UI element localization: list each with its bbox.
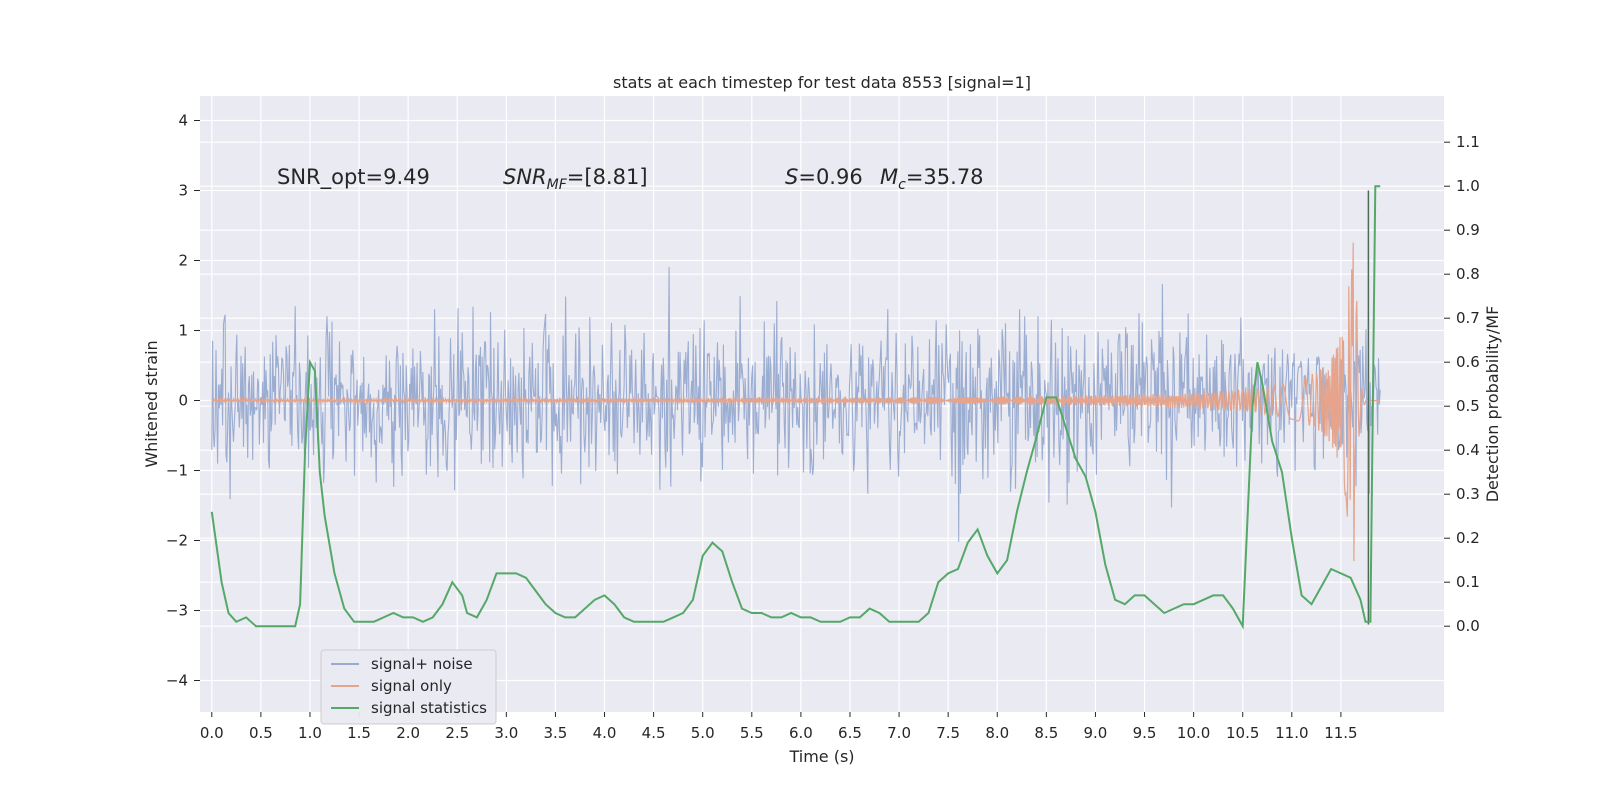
x-tick-label: 5.5: [740, 724, 764, 742]
y2-tick-label: 0.4: [1456, 441, 1480, 459]
y-tick-label: −4: [166, 672, 188, 690]
annotations: SNR_opt=9.49 SNRMF=[8.81] S=0.96 Mc=35.7…: [277, 165, 984, 193]
series-signal-statistics: [210, 185, 1381, 630]
legend-box: [320, 649, 497, 725]
x-tick-label: 10.0: [1177, 724, 1210, 742]
annotation-mc-value: =35.78: [906, 165, 984, 189]
x-tick-label: 1.0: [298, 724, 322, 742]
annotation-s-value: =0.96: [798, 165, 862, 189]
x-tick-label: 4.5: [642, 724, 666, 742]
x-tick-label: 6.0: [789, 724, 813, 742]
x-tick-label: 11.0: [1275, 724, 1308, 742]
y-tick-label: 4: [178, 112, 188, 130]
x-tick-label: 7.0: [887, 724, 911, 742]
y2-tick-label: 0.5: [1456, 397, 1480, 415]
annotation-snr-opt: SNR_opt=9.49: [277, 165, 430, 190]
series-layer: [210, 185, 1381, 630]
y-tick-label: −3: [166, 602, 188, 620]
x-tick-label: 11.5: [1324, 724, 1357, 742]
chart-title: stats at each timestep for test data 855…: [613, 73, 1031, 92]
tick-layer: 0.0 0.5 1.0 1.5 2.0 2.5 3.0 3.5 4.0 4.5 5.0 5.5 6.0 6…: [166, 112, 1480, 743]
y2-tick-label: 0.0: [1456, 617, 1480, 635]
x-tick-label: 5.0: [691, 724, 715, 742]
y2-tick-label: 1.1: [1456, 133, 1480, 151]
y-tick-label: 1: [178, 322, 188, 340]
y2-tick-label: 0.2: [1456, 529, 1480, 547]
annotation-mc-main: M: [880, 165, 898, 189]
y2-tick-label: 0.8: [1456, 265, 1480, 283]
x-tick-label: 9.0: [1084, 724, 1108, 742]
x-tick-label: 9.5: [1133, 724, 1157, 742]
x-tick-label: 1.5: [347, 724, 371, 742]
series-signal-only: [211, 242, 1381, 562]
x-tick-label: 8.5: [1034, 724, 1058, 742]
y2-tick-label: 0.1: [1456, 573, 1480, 591]
y2-tick-label: 0.9: [1456, 221, 1480, 239]
y-axis-label: Whitened strain: [142, 340, 161, 467]
x-tick-label: 7.5: [936, 724, 960, 742]
y-tick-label: −1: [166, 462, 188, 480]
annotation-mc-sub: c: [898, 177, 906, 193]
x-tick-label: 6.5: [838, 724, 862, 742]
legend-label-signal-statistics: signal statistics: [371, 699, 487, 717]
annotation-mc: Mc=35.78: [880, 165, 984, 193]
x-tick-label: 8.0: [985, 724, 1009, 742]
y-tick-label: 2: [178, 252, 188, 270]
y-tick-label: 0: [178, 392, 188, 410]
annotation-snr-mf: SNRMF=[8.81]: [503, 165, 648, 193]
legend-label-signal-noise: signal+ noise: [371, 655, 473, 673]
x-tick-label: 3.5: [543, 724, 567, 742]
y2-axis-label: Detection probability/MF: [1483, 306, 1502, 503]
x-tick-label: 2.0: [396, 724, 420, 742]
x-tick-label: 4.0: [593, 724, 617, 742]
y2-tick-label: 1.0: [1456, 177, 1480, 195]
y-tick-label: 3: [178, 182, 188, 200]
y2-tick-label: 0.6: [1456, 353, 1480, 371]
x-tick-label: 10.5: [1226, 724, 1259, 742]
x-tick-label: 2.5: [445, 724, 469, 742]
annotation-s-main: S: [785, 165, 798, 189]
y2-tick-label: 0.7: [1456, 309, 1480, 327]
legend-label-signal-only: signal only: [371, 677, 452, 695]
y-tick-label: −2: [166, 532, 188, 550]
annotation-snr-mf-main: SNR: [503, 165, 547, 189]
x-tick-label: 0.5: [249, 724, 273, 742]
x-axis-label: Time (s): [788, 747, 854, 766]
legend: signal+ noise signal only signal statist…: [320, 649, 497, 725]
x-tick-label: 0.0: [200, 724, 224, 742]
y2-tick-label: 0.3: [1456, 485, 1480, 503]
x-tick-label: 3.0: [494, 724, 518, 742]
annotation-snr-mf-sub: MF: [547, 177, 568, 193]
annotation-s: S=0.96: [785, 165, 863, 189]
annotation-snr-mf-value: =[8.81]: [567, 165, 648, 189]
